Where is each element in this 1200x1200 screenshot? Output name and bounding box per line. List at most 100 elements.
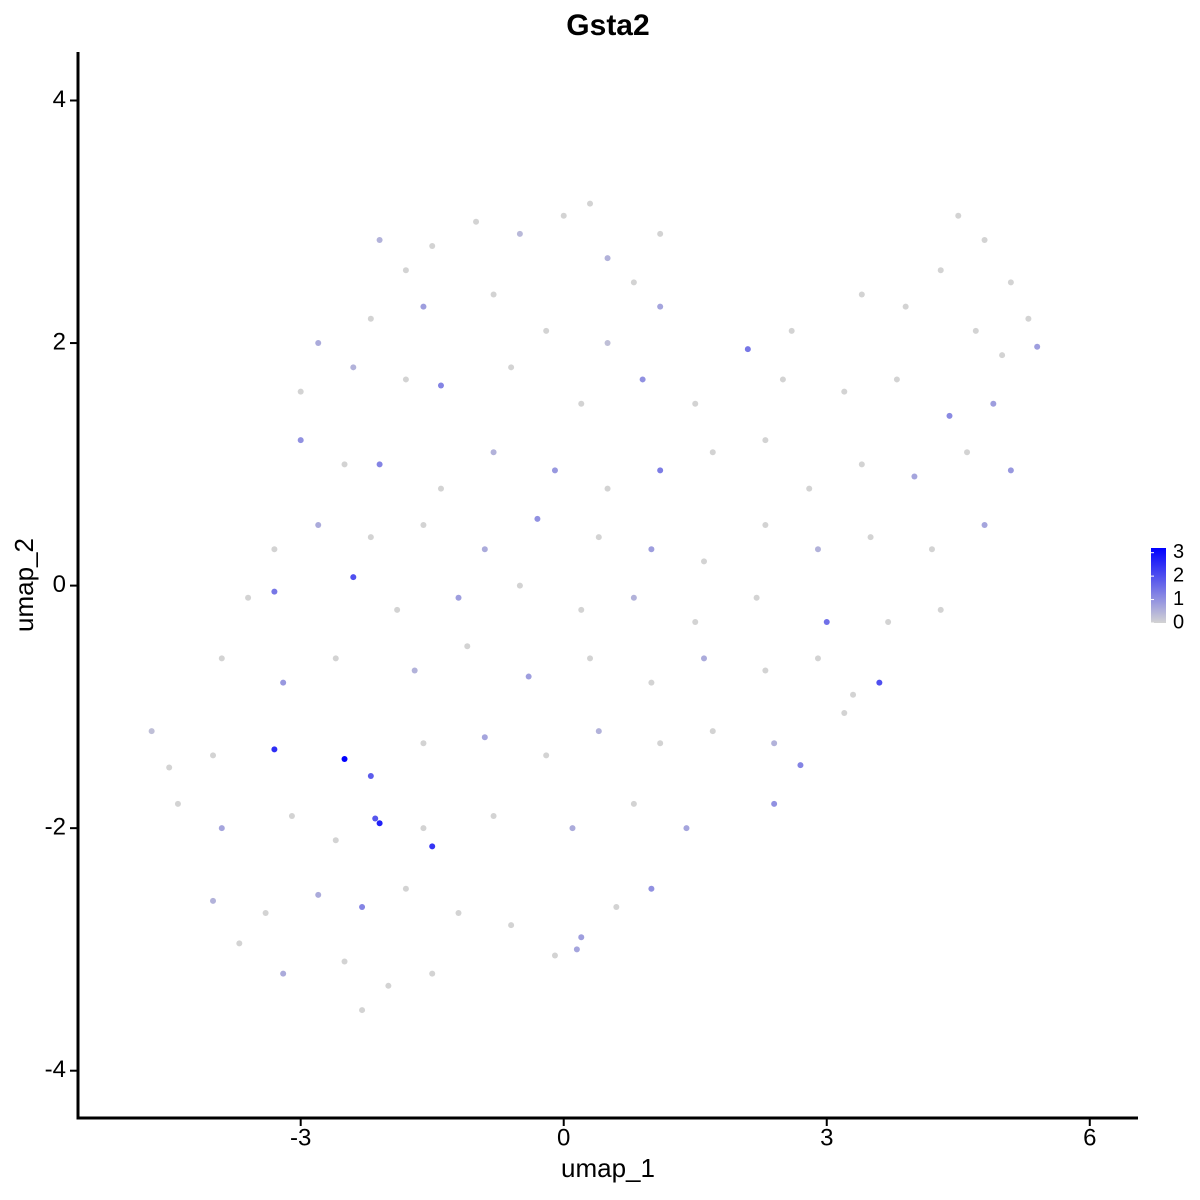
point (823, 618, 830, 625)
point (262, 910, 269, 917)
point (429, 970, 436, 977)
point (516, 582, 523, 589)
point (578, 606, 585, 613)
point (709, 728, 716, 735)
point (376, 236, 383, 243)
point (814, 546, 821, 553)
point (964, 449, 971, 456)
point (372, 815, 379, 822)
point (551, 467, 558, 474)
point (692, 618, 699, 625)
point (385, 982, 392, 989)
point (701, 655, 708, 662)
point (394, 606, 401, 613)
point (709, 449, 716, 456)
point (814, 655, 821, 662)
point (630, 594, 637, 601)
point (578, 400, 585, 407)
point (1007, 279, 1014, 286)
point (841, 709, 848, 716)
point (648, 679, 655, 686)
point (858, 291, 865, 298)
point (411, 667, 418, 674)
chart-title: Gsta2 (566, 9, 649, 42)
point (595, 728, 602, 735)
y-tick-label: -4 (45, 1056, 66, 1083)
point (911, 473, 918, 480)
x-tick-label: -3 (290, 1124, 311, 1151)
point (692, 400, 699, 407)
point (850, 691, 857, 698)
point (429, 243, 436, 250)
point (1034, 343, 1041, 350)
point (578, 934, 585, 941)
point (218, 825, 225, 832)
point (341, 756, 348, 763)
point (455, 910, 462, 917)
point (806, 485, 813, 492)
point (657, 230, 664, 237)
point (902, 303, 909, 310)
point (595, 534, 602, 541)
y-tick-label: -2 (45, 813, 66, 840)
point (630, 279, 637, 286)
point (420, 521, 427, 528)
point (297, 388, 304, 395)
point (464, 643, 471, 650)
point (525, 673, 532, 680)
point (639, 376, 646, 383)
point (271, 746, 278, 753)
point (280, 970, 287, 977)
point (490, 449, 497, 456)
point (490, 813, 497, 820)
point (587, 200, 594, 207)
point (587, 655, 594, 662)
point (1025, 315, 1032, 322)
point (315, 521, 322, 528)
point (271, 546, 278, 553)
point (858, 461, 865, 468)
point (999, 352, 1006, 359)
point (604, 340, 611, 347)
point (762, 667, 769, 674)
colorbar-tick-label: 3 (1173, 541, 1184, 563)
point (174, 800, 181, 807)
point (893, 376, 900, 383)
point (788, 327, 795, 334)
point (341, 958, 348, 965)
point (534, 515, 541, 522)
point (402, 376, 409, 383)
colorbar-tick-label: 1 (1173, 588, 1184, 610)
point (928, 546, 935, 553)
point (429, 843, 436, 850)
point (604, 255, 611, 262)
point (683, 825, 690, 832)
point (779, 376, 786, 383)
point (569, 825, 576, 832)
point (867, 534, 874, 541)
point (657, 467, 664, 474)
y-axis-label: umap_2 (9, 538, 39, 632)
point (359, 903, 366, 910)
point (297, 437, 304, 444)
point (771, 740, 778, 747)
point (876, 679, 883, 686)
point (753, 594, 760, 601)
point (946, 412, 953, 419)
point (376, 461, 383, 468)
point (288, 813, 295, 820)
point (315, 340, 322, 347)
point (657, 740, 664, 747)
point (473, 218, 480, 225)
point (937, 267, 944, 274)
point (280, 679, 287, 686)
point (332, 655, 339, 662)
point (551, 952, 558, 959)
point (972, 327, 979, 334)
point (402, 267, 409, 274)
point (437, 485, 444, 492)
point (332, 837, 339, 844)
point (367, 534, 374, 541)
point (981, 521, 988, 528)
colorbar-tick-label: 2 (1173, 564, 1184, 586)
